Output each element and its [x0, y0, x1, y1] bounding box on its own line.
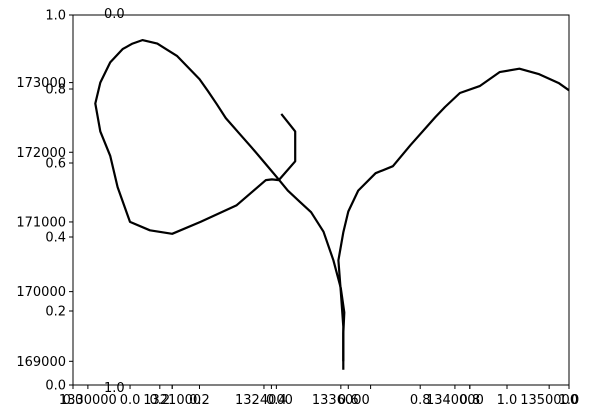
xtick-label: 0.4 [266, 393, 287, 408]
frame-ytick-label: 0.2 [45, 305, 66, 320]
frame-ytick-label: 0.4 [45, 231, 66, 246]
xtick-label: 1324000 [235, 393, 293, 408]
plot-area [73, 15, 569, 385]
xtick-label: 0.2 [149, 393, 170, 408]
xtick-label: 1350000 [520, 393, 578, 408]
xtick-label: 0.0 [63, 393, 84, 408]
xtick-label: 0.8 [410, 393, 431, 408]
series-line-2 [337, 67, 570, 362]
top-left-label: 0.0 [104, 7, 125, 22]
xtick-label: 1.0 [497, 393, 518, 408]
xtick-label: 0.0 [120, 393, 141, 408]
ytick-label: 171000 [16, 215, 66, 230]
frame-tick-layer: 0.0 0.2 0.4 0.6 0.8 1.0 [45, 9, 570, 394]
xtick-label: 1321000 [143, 393, 201, 408]
xtick-label: 1340000 [426, 393, 484, 408]
xtick-label: 0.8 [459, 393, 480, 408]
xtick-label: 1336000 [312, 393, 370, 408]
ytick-label: 173000 [16, 76, 66, 91]
ytick-label: 172000 [16, 146, 66, 161]
frame-ytick-label: 0.6 [45, 157, 66, 172]
y-axis-ticks: 169000 170000 171000 172000 173000 [16, 76, 73, 370]
frame-ytick-label: 0.0 [45, 379, 66, 394]
xtick-label: 0.2 [189, 393, 210, 408]
ytick-label: 170000 [16, 285, 66, 300]
plot-frame [72, 14, 570, 386]
ytick-label: 169000 [16, 355, 66, 370]
xtick-label: 0.6 [338, 393, 359, 408]
frame-ytick-label: 0.8 [45, 83, 66, 98]
series-line-1 [94, 39, 346, 370]
series-layer [94, 39, 570, 370]
xtick-label: 1.0 [559, 393, 580, 408]
xtick-label: 1330000 [59, 393, 117, 408]
bottom-left-label: 1.0 [104, 381, 125, 396]
frame-ytick-label: 1.0 [45, 9, 66, 24]
